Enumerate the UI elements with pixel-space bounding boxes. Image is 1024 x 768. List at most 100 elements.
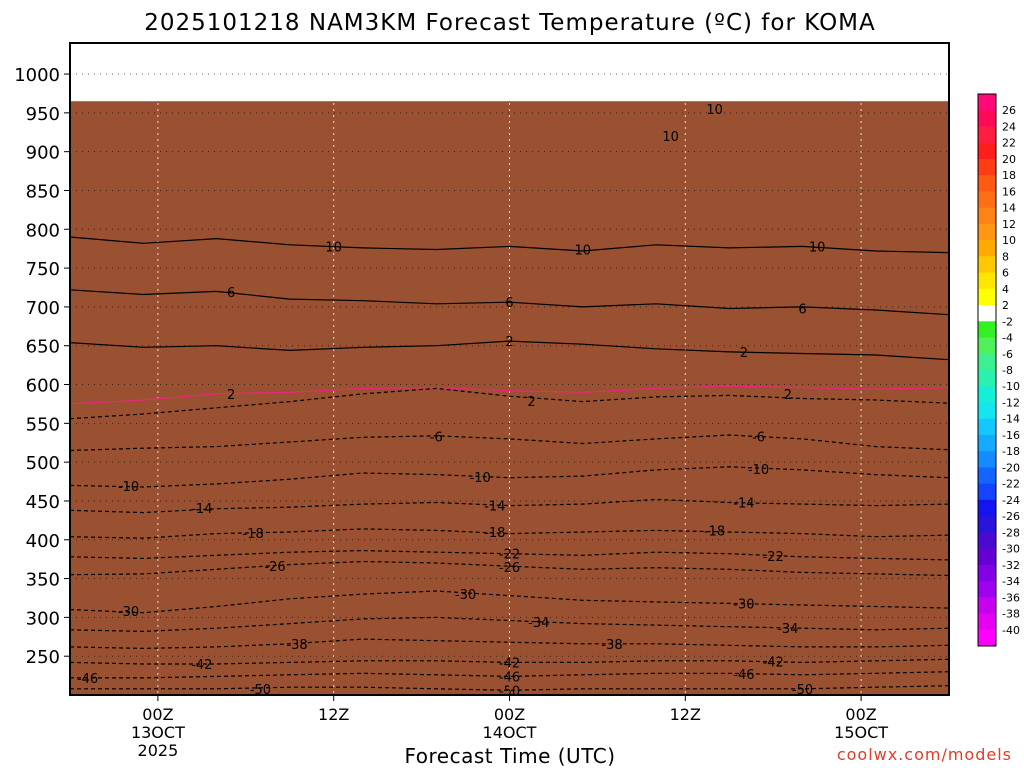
contour-label: -14 xyxy=(191,502,212,517)
colorbar-label: -40 xyxy=(1002,624,1020,637)
contour-label: -6 xyxy=(752,431,765,446)
colorbar-swatch xyxy=(978,451,996,468)
colorbar-swatch xyxy=(978,191,996,209)
colorbar-swatch xyxy=(978,175,996,192)
contour-label: -18 xyxy=(704,524,725,539)
contour-label: 10 xyxy=(706,103,723,118)
time-tick-label: 13OCT xyxy=(131,723,185,742)
colorbar-label: -36 xyxy=(1002,591,1020,604)
isotherm-6 xyxy=(70,289,949,316)
contour-label: 2 xyxy=(505,335,513,350)
contour-label: -38 xyxy=(601,638,622,653)
pressure-tick-label: 750 xyxy=(26,259,60,280)
colorbar-swatch xyxy=(978,418,996,436)
time-tick-label: 14OCT xyxy=(483,723,537,742)
chart-title: 2025101218 NAM3KM Forecast Temperature (… xyxy=(144,10,876,36)
colorbar-label: 24 xyxy=(1002,120,1016,133)
pressure-tick-label: 850 xyxy=(26,181,60,202)
pressure-tick-label: 650 xyxy=(26,337,60,358)
time-tick-label: 2025 xyxy=(138,741,179,760)
pressure-tick-label: 500 xyxy=(26,453,60,474)
contour-label: -42 xyxy=(499,656,520,671)
colorbar-swatch xyxy=(978,158,996,176)
colorbar: 26 24 22 20 18 16 14 12 10 8 6 4 2 -2 -4 -6 -8 -10 -12 -14 -… xyxy=(977,93,1020,647)
pressure-tick-label: 800 xyxy=(26,220,60,241)
isotherm-2 xyxy=(70,340,949,361)
colorbar-label: -34 xyxy=(1002,575,1020,588)
colorbar-label: 8 xyxy=(1002,250,1009,263)
colorbar-label: 18 xyxy=(1002,169,1016,182)
time-tick-label: 15OCT xyxy=(834,723,888,742)
contour-label: 10 xyxy=(809,240,826,255)
pressure-tick-label: 900 xyxy=(26,143,60,164)
contour-label: -46 xyxy=(733,668,754,683)
contour-label: -30 xyxy=(118,605,139,620)
colorbar-label: 12 xyxy=(1002,218,1016,231)
colorbar-swatch xyxy=(978,483,996,501)
colorbar-swatch xyxy=(978,548,996,566)
isotherm-0 xyxy=(70,385,949,405)
colorbar-swatch xyxy=(978,581,996,598)
contour-label: -46 xyxy=(499,670,520,685)
colorbar-swatch xyxy=(978,272,996,290)
pressure-tick-label: 250 xyxy=(26,647,60,668)
colorbar-swatch xyxy=(978,564,996,582)
colorbar-label: -8 xyxy=(1002,364,1013,377)
colorbar-label: 20 xyxy=(1002,153,1016,166)
colorbar-label: -16 xyxy=(1002,429,1020,442)
contour-label: -18 xyxy=(484,526,505,541)
contour-label: 6 xyxy=(798,302,806,317)
contour-label: -38 xyxy=(286,638,307,653)
colorbar-swatch xyxy=(978,597,996,615)
contour-label: -10 xyxy=(118,480,139,495)
colorbar-swatch xyxy=(978,288,996,306)
contour-layer xyxy=(70,236,949,691)
colorbar-label: 22 xyxy=(1002,137,1016,150)
colorbar-swatch xyxy=(978,532,996,550)
contour-label: -26 xyxy=(499,561,520,576)
pressure-tick-label: 600 xyxy=(26,376,60,397)
contour-label: 6 xyxy=(227,286,235,301)
colorbar-label: 4 xyxy=(1002,283,1009,296)
colorbar-label: -24 xyxy=(1002,494,1020,507)
contour-label: 10 xyxy=(325,240,342,255)
pressure-tick-label: 950 xyxy=(26,104,60,125)
isotherm--2 xyxy=(70,387,949,420)
pressure-tick-label: 1000 xyxy=(14,65,60,86)
contour-label: -22 xyxy=(763,550,784,565)
colorbar-swatch xyxy=(978,613,996,631)
contour-label: -34 xyxy=(777,622,798,637)
colorbar-label: -6 xyxy=(1002,348,1013,361)
pressure-tick-label: 550 xyxy=(26,414,60,435)
x-axis-label: Forecast Time (UTC) xyxy=(404,744,615,768)
colorbar-swatch xyxy=(978,94,996,111)
contour-label: 6 xyxy=(505,296,513,311)
colorbar-label: 2 xyxy=(1002,299,1009,312)
contour-label: -14 xyxy=(733,497,754,512)
colorbar-swatch xyxy=(978,516,996,533)
credit-text: coolwx.com/models xyxy=(837,745,1012,764)
colorbar-label: -14 xyxy=(1002,413,1020,426)
pressure-tick-label: 450 xyxy=(26,492,60,513)
colorbar-swatch xyxy=(978,223,996,241)
colorbar-label: 6 xyxy=(1002,267,1009,280)
colorbar-swatch xyxy=(978,305,996,322)
pressure-tick-label: 400 xyxy=(26,531,60,552)
colorbar-swatch xyxy=(978,402,996,420)
colorbar-label: -22 xyxy=(1002,478,1020,491)
pressure-tick-label: 700 xyxy=(26,298,60,319)
colorbar-swatch xyxy=(978,142,996,160)
contour-label: -14 xyxy=(484,500,505,515)
contour-label: -10 xyxy=(748,463,769,478)
colorbar-swatch xyxy=(978,467,996,485)
contour-label: 2 xyxy=(740,346,748,361)
colorbar-label: 16 xyxy=(1002,185,1016,198)
colorbar-swatch xyxy=(978,629,996,647)
contour-label: 2 xyxy=(527,395,535,410)
contour-label-layer: -50 -50 -50-46 -46 -46-42 -42 -42-38 -38-34 -34-… xyxy=(77,103,825,699)
contour-label: 10 xyxy=(574,243,591,258)
contour-label: -26 xyxy=(264,560,285,575)
contour-label: -10 xyxy=(470,471,491,486)
